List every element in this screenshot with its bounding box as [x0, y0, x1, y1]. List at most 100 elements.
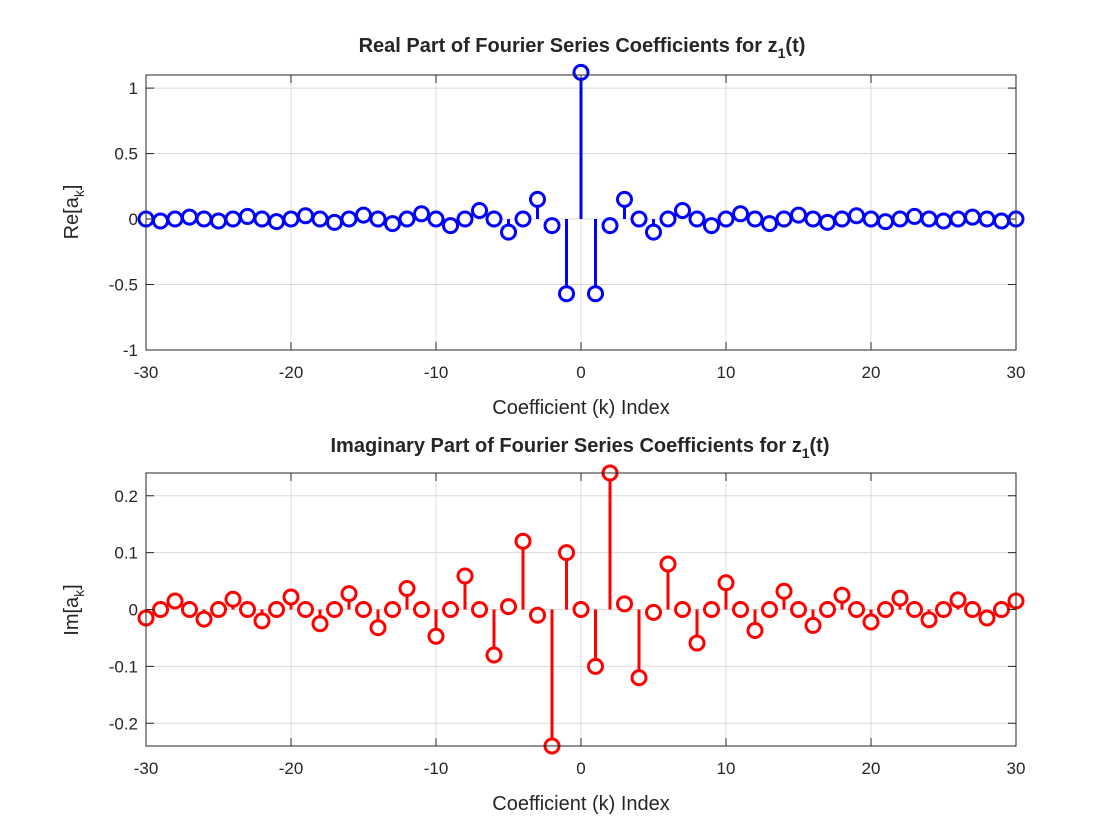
- stem: [587, 219, 604, 303]
- stem-marker: [427, 627, 445, 645]
- stem-marker: [166, 592, 184, 610]
- stem-marker: [862, 613, 880, 631]
- stem-marker: [659, 210, 677, 228]
- stem: [746, 210, 764, 228]
- stem-marker: [326, 213, 343, 231]
- stem-marker: [891, 589, 909, 607]
- stem-marker: [761, 601, 778, 618]
- stem-marker: [906, 207, 923, 225]
- stem-marker: [326, 601, 343, 618]
- stem: [645, 219, 662, 241]
- stem: [862, 609, 880, 631]
- title-subscript: 1: [802, 445, 810, 461]
- stem-marker: [311, 210, 329, 228]
- x-tick-labels: -30 -20 -10 0 10 20 30: [134, 759, 1026, 778]
- stem: [543, 217, 561, 235]
- stem: [906, 207, 923, 225]
- stem: [732, 601, 749, 618]
- stem: [572, 601, 590, 618]
- stem-marker: [558, 285, 575, 303]
- stem-marker: [239, 207, 256, 225]
- stem: [688, 210, 706, 228]
- stem: [514, 210, 532, 228]
- stem-marker: [268, 601, 285, 618]
- stem-marker: [340, 585, 358, 603]
- stem-marker: [848, 207, 865, 225]
- stem-marker: [935, 601, 952, 618]
- stem-marker: [688, 210, 706, 228]
- stem-marker: [282, 588, 300, 606]
- stem-marker: [630, 669, 648, 687]
- stem-marker: [253, 210, 271, 228]
- stem-marker: [398, 579, 416, 597]
- stem: [369, 609, 387, 637]
- stem-marker: [601, 217, 619, 235]
- stem-marker: [355, 206, 372, 224]
- stem-marker: [500, 598, 517, 616]
- stem: [543, 609, 561, 755]
- stem: [572, 63, 590, 220]
- stem: [790, 206, 807, 224]
- stem-marker: [471, 202, 488, 220]
- stem: [398, 210, 416, 228]
- stem: [282, 210, 300, 228]
- stem: [775, 582, 793, 610]
- stem: [253, 210, 271, 228]
- stem: [703, 601, 720, 618]
- title-subscript: 1: [778, 45, 786, 61]
- stem-marker: [993, 212, 1010, 230]
- y-tick-label: 0.2: [114, 487, 138, 506]
- stem: [471, 601, 488, 618]
- stem: [195, 609, 213, 628]
- stem: [398, 579, 416, 610]
- stem: [311, 609, 329, 633]
- stem-marker: [746, 210, 764, 228]
- stem: [804, 210, 822, 228]
- x-tick-label: -20: [279, 759, 304, 778]
- stem: [442, 601, 459, 618]
- stem-marker: [485, 210, 503, 228]
- stem-marker: [833, 210, 851, 228]
- x-tick-label: -10: [424, 759, 449, 778]
- stem: [558, 544, 575, 610]
- stem: [340, 210, 358, 228]
- stem: [949, 210, 967, 228]
- stem: [703, 217, 720, 235]
- stem-marker: [935, 212, 952, 230]
- stem: [500, 598, 517, 616]
- stem: [645, 603, 662, 621]
- x-tick-label: 0: [576, 363, 585, 382]
- stem: [326, 213, 343, 231]
- stem-marker: [195, 210, 213, 228]
- stem-marker: [253, 612, 271, 630]
- stem: [152, 212, 169, 230]
- y-tick-label: 1: [129, 79, 138, 98]
- stem: [616, 190, 633, 220]
- stem: [456, 210, 474, 228]
- stem-marker: [369, 210, 387, 228]
- x-tick-label: 10: [717, 759, 736, 778]
- x-axis-label: Coefficient (k) Index: [492, 397, 670, 419]
- stem-marker: [268, 213, 285, 231]
- title-suffix: (t): [785, 35, 805, 57]
- stem: [297, 601, 314, 618]
- stem: [833, 210, 851, 228]
- y-tick-label: -0.5: [109, 276, 138, 295]
- stem-marker: [717, 574, 735, 592]
- stem: [456, 567, 474, 610]
- stem: [529, 190, 546, 220]
- stem: [761, 601, 778, 618]
- stem-marker: [500, 223, 517, 241]
- stem: [964, 208, 981, 226]
- stem-marker: [775, 210, 793, 228]
- stem: [413, 205, 430, 223]
- x-tick-labels: -30 -20 -10 0 10 20 30: [134, 363, 1026, 382]
- stem-marker: [210, 601, 227, 618]
- y-tick-label: 0: [129, 601, 138, 620]
- stem-marker: [152, 601, 169, 618]
- stem: [297, 207, 314, 225]
- stem-marker: [819, 213, 836, 231]
- stem-marker: [413, 601, 430, 618]
- stem-marker: [616, 595, 633, 613]
- stem: [471, 202, 488, 220]
